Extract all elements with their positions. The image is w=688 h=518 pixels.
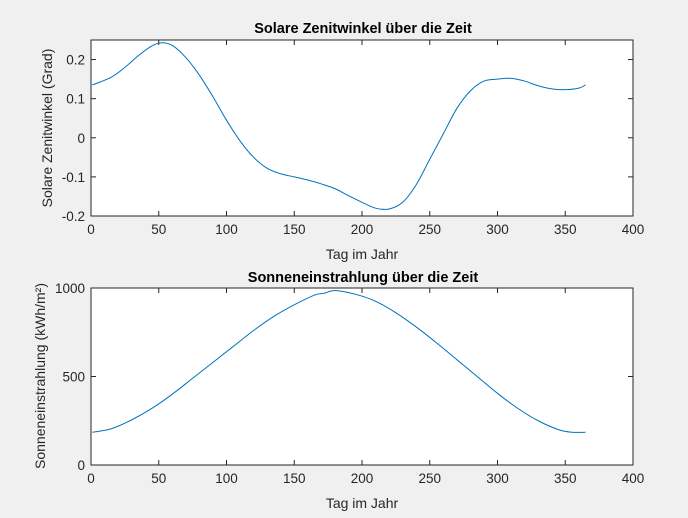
plot-area bbox=[90, 287, 634, 466]
x-tick-label: 100 bbox=[215, 222, 238, 237]
x-tick-label: 0 bbox=[87, 222, 95, 237]
x-tick-label: 250 bbox=[418, 222, 441, 237]
x-tick-label: 50 bbox=[151, 222, 166, 237]
x-tick-label: 200 bbox=[351, 471, 374, 486]
y-tick-labels: 0 500 1000 bbox=[55, 281, 85, 473]
x-tick-label: 50 bbox=[151, 471, 166, 486]
x-tick-label: 150 bbox=[283, 471, 306, 486]
x-tick-label: 350 bbox=[554, 471, 577, 486]
y-tick-label: 0 bbox=[77, 458, 85, 473]
y-tick-labels: -0.2 -0.1 0 0.1 0.2 bbox=[62, 53, 85, 224]
x-tick-label: 300 bbox=[486, 471, 509, 486]
chart-solar-irradiance: Sonneneinstrahlung über die Zeit 0 50 100 1… bbox=[32, 270, 644, 511]
x-axis-label: Tag im Jahr bbox=[326, 246, 399, 262]
chart-title: Sonneneinstrahlung über die Zeit bbox=[248, 270, 479, 286]
y-tick-label: 0 bbox=[77, 131, 85, 146]
tick-marks bbox=[90, 40, 634, 217]
x-tick-label: 400 bbox=[622, 222, 645, 237]
y-tick-label: 1000 bbox=[55, 281, 85, 296]
y-tick-label: 0.1 bbox=[66, 92, 85, 107]
tick-marks bbox=[90, 287, 634, 466]
y-tick-label: 0.2 bbox=[66, 53, 85, 68]
x-tick-label: 0 bbox=[87, 471, 95, 486]
x-tick-labels: 0 50 100 150 200 250 300 350 400 bbox=[87, 471, 644, 486]
x-tick-label: 200 bbox=[351, 222, 374, 237]
y-axis-label: Sonneneinstrahlung (kWh/m²) bbox=[32, 283, 48, 469]
x-tick-label: 400 bbox=[622, 471, 645, 486]
x-tick-label: 250 bbox=[418, 471, 441, 486]
series-line bbox=[92, 42, 586, 210]
plot-area bbox=[90, 39, 634, 217]
x-axis-label: Tag im Jahr bbox=[326, 495, 399, 511]
y-axis-label: Solare Zenitwinkel (Grad) bbox=[39, 49, 55, 208]
series-line bbox=[92, 290, 586, 433]
x-tick-label: 100 bbox=[215, 471, 238, 486]
chart-solar-zenith: Solare Zenitwinkel über die Zeit 0 50 100 1… bbox=[39, 21, 644, 262]
x-tick-label: 150 bbox=[283, 222, 306, 237]
y-tick-label: 500 bbox=[62, 370, 85, 385]
chart-title: Solare Zenitwinkel über die Zeit bbox=[254, 21, 472, 37]
y-tick-label: -0.2 bbox=[62, 209, 85, 224]
x-tick-label: 300 bbox=[486, 222, 509, 237]
y-tick-label: -0.1 bbox=[62, 170, 85, 185]
x-tick-label: 350 bbox=[554, 222, 577, 237]
x-tick-labels: 0 50 100 150 200 250 300 350 400 bbox=[87, 222, 644, 237]
